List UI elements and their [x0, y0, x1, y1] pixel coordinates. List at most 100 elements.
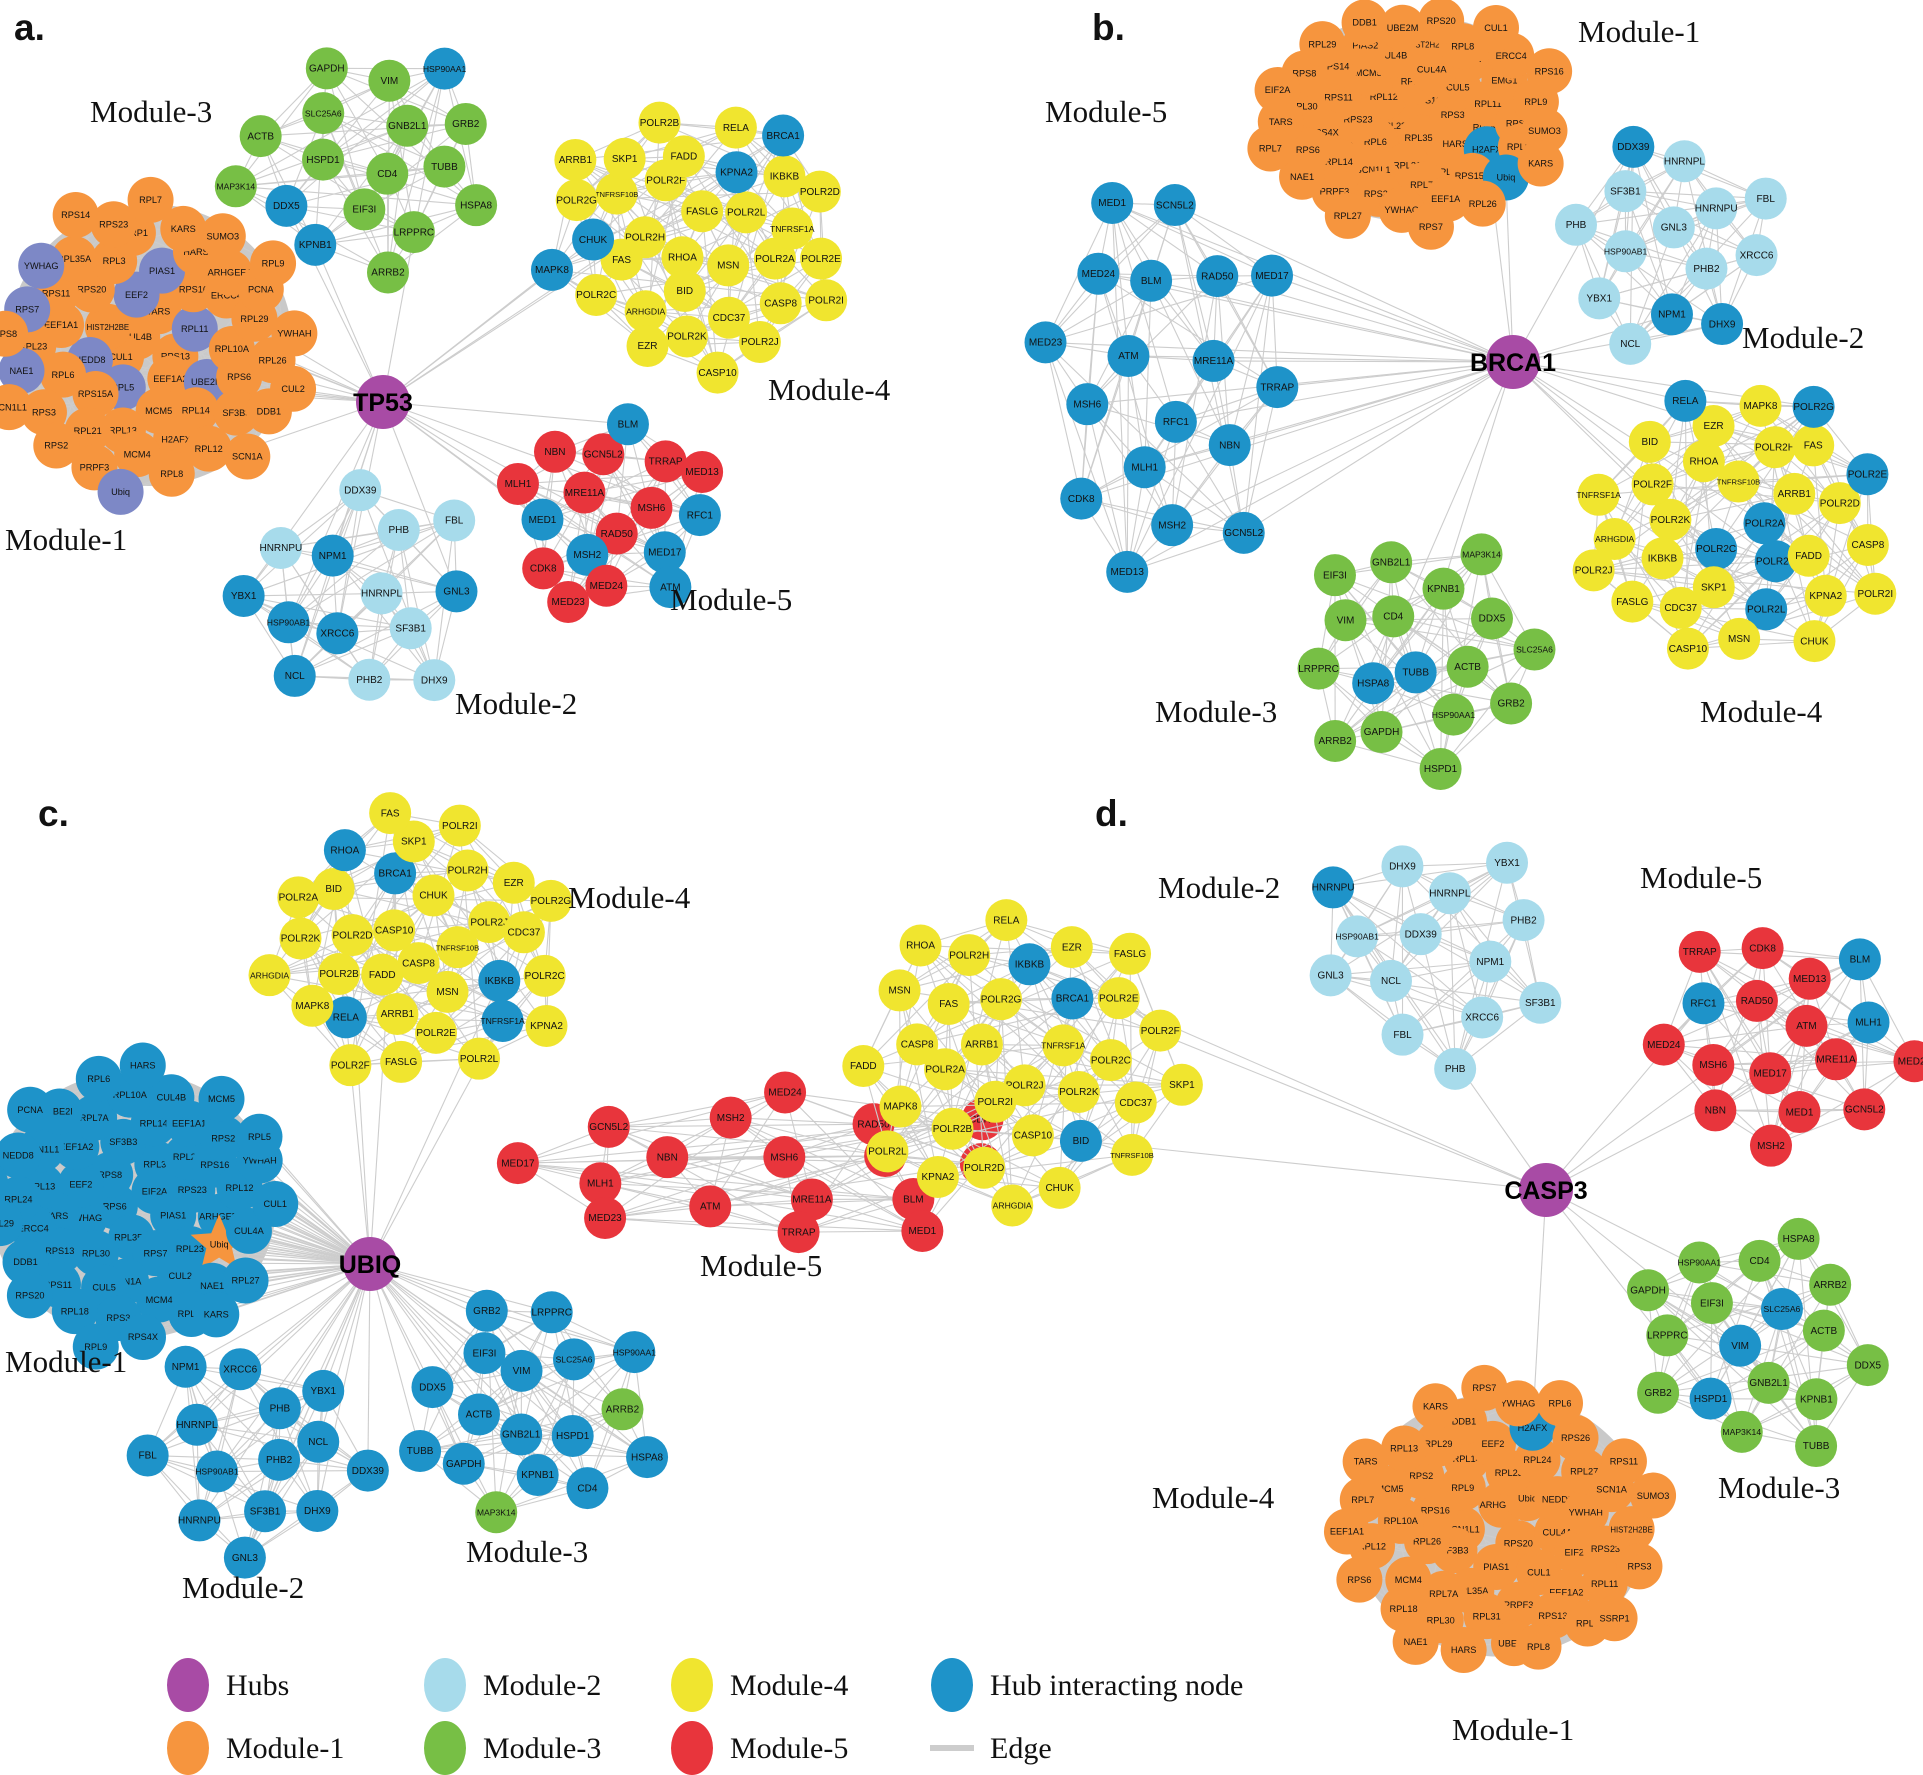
gene-node[interactable] — [948, 934, 991, 977]
gene-node[interactable] — [1685, 247, 1728, 290]
gene-node[interactable] — [985, 899, 1028, 942]
gene-node[interactable] — [899, 924, 942, 967]
gene-node[interactable] — [1735, 234, 1778, 277]
gene-node[interactable] — [1412, 1383, 1459, 1430]
gene-node[interactable] — [279, 917, 322, 960]
gene-node[interactable] — [1247, 125, 1294, 172]
gene-node[interactable] — [1604, 170, 1647, 213]
gene-node[interactable] — [522, 547, 565, 590]
gene-node[interactable] — [1739, 384, 1782, 427]
gene-node[interactable] — [380, 1040, 423, 1083]
gene-node[interactable] — [579, 1162, 622, 1205]
gene-node[interactable] — [360, 572, 403, 615]
gene-node[interactable] — [1664, 379, 1707, 422]
gene-node[interactable] — [0, 310, 29, 357]
gene-node[interactable] — [1111, 1133, 1154, 1176]
gene-node[interactable] — [709, 1096, 752, 1139]
gene-node[interactable] — [554, 138, 597, 181]
gene-node[interactable] — [160, 205, 207, 252]
gene-node[interactable] — [444, 102, 487, 145]
gene-node[interactable] — [1692, 566, 1735, 609]
gene-node[interactable] — [148, 1074, 195, 1121]
gene-node[interactable] — [759, 282, 802, 325]
gene-node[interactable] — [1773, 472, 1816, 515]
gene-node[interactable] — [1123, 446, 1166, 489]
gene-node[interactable] — [1024, 321, 1067, 364]
gene-node[interactable] — [606, 403, 649, 446]
gene-node[interactable] — [662, 135, 705, 178]
gene-node[interactable] — [1336, 1556, 1383, 1603]
gene-node[interactable] — [291, 984, 334, 1027]
gene-node-star[interactable] — [190, 1214, 248, 1269]
gene-node[interactable] — [71, 1094, 118, 1141]
gene-node[interactable] — [1407, 203, 1454, 250]
gene-node[interactable] — [1581, 1560, 1628, 1607]
gene-node[interactable] — [1192, 339, 1235, 382]
gene-node[interactable] — [1399, 913, 1442, 956]
gene-node[interactable] — [1682, 440, 1725, 483]
gene-node[interactable] — [119, 1313, 166, 1360]
gene-node[interactable] — [1846, 523, 1889, 566]
gene-node[interactable] — [638, 101, 681, 144]
gene-node[interactable] — [411, 1366, 454, 1409]
gene-node[interactable] — [366, 152, 409, 195]
gene-node[interactable] — [1432, 693, 1475, 736]
gene-node[interactable] — [1537, 1380, 1584, 1427]
gene-node[interactable] — [433, 499, 476, 542]
gene-node[interactable] — [1692, 405, 1735, 448]
gene-node[interactable] — [566, 533, 609, 576]
gene-node[interactable] — [1460, 533, 1503, 576]
gene-node[interactable] — [1077, 252, 1120, 295]
gene-node[interactable] — [1066, 383, 1109, 426]
gene-node[interactable] — [1091, 181, 1134, 224]
gene-node[interactable] — [1392, 1618, 1439, 1665]
gene-node[interactable] — [1379, 4, 1426, 51]
gene-node[interactable] — [244, 1490, 287, 1533]
gene-node[interactable] — [1792, 424, 1835, 467]
gene-node[interactable] — [1459, 180, 1506, 227]
gene-node[interactable] — [1649, 498, 1692, 541]
gene-node[interactable] — [1106, 550, 1149, 593]
gene-node[interactable] — [1804, 574, 1847, 617]
gene-node[interactable] — [924, 1048, 967, 1091]
gene-node[interactable] — [1552, 1414, 1599, 1461]
gene-node[interactable] — [296, 1489, 339, 1532]
gene-node[interactable] — [974, 1080, 1017, 1123]
gene-node[interactable] — [346, 1449, 389, 1492]
gene-node[interactable] — [1785, 1004, 1828, 1047]
gene-node[interactable] — [1749, 1052, 1792, 1095]
gene-node[interactable] — [2, 1238, 49, 1285]
gene-node[interactable] — [458, 1037, 501, 1080]
gene-node[interactable] — [530, 248, 573, 291]
gene-node[interactable] — [1838, 938, 1881, 981]
gene-node[interactable] — [896, 1023, 939, 1066]
gene-node[interactable] — [1370, 541, 1413, 584]
gene-node[interactable] — [1394, 651, 1437, 694]
gene-node[interactable] — [1369, 959, 1412, 1002]
gene-node[interactable] — [1513, 628, 1556, 671]
gene-node[interactable] — [879, 1085, 922, 1128]
gene-node[interactable] — [423, 47, 466, 90]
gene-node[interactable] — [663, 269, 706, 312]
gene-node[interactable] — [927, 983, 970, 1026]
gene-node[interactable] — [492, 861, 535, 904]
gene-node[interactable] — [1802, 1309, 1845, 1352]
gene-node[interactable] — [119, 1042, 166, 1089]
gene-node[interactable] — [438, 804, 481, 847]
gene-node[interactable] — [436, 926, 479, 969]
gene-node[interactable] — [1153, 184, 1196, 227]
gene-node[interactable] — [1114, 1081, 1157, 1124]
gene-node[interactable] — [386, 104, 429, 147]
gene-node[interactable] — [199, 213, 246, 260]
gene-node[interactable] — [1419, 748, 1462, 791]
gene-node[interactable] — [72, 1323, 119, 1370]
gene-node[interactable] — [343, 188, 386, 231]
gene-node[interactable] — [1628, 420, 1671, 463]
gene-node[interactable] — [392, 211, 435, 254]
gene-node[interactable] — [1428, 872, 1471, 915]
gene-node[interactable] — [294, 223, 337, 266]
gene-node[interactable] — [1160, 1063, 1203, 1106]
gene-node[interactable] — [213, 389, 260, 436]
gene-node[interactable] — [1057, 1071, 1100, 1114]
gene-node[interactable] — [1741, 927, 1784, 970]
